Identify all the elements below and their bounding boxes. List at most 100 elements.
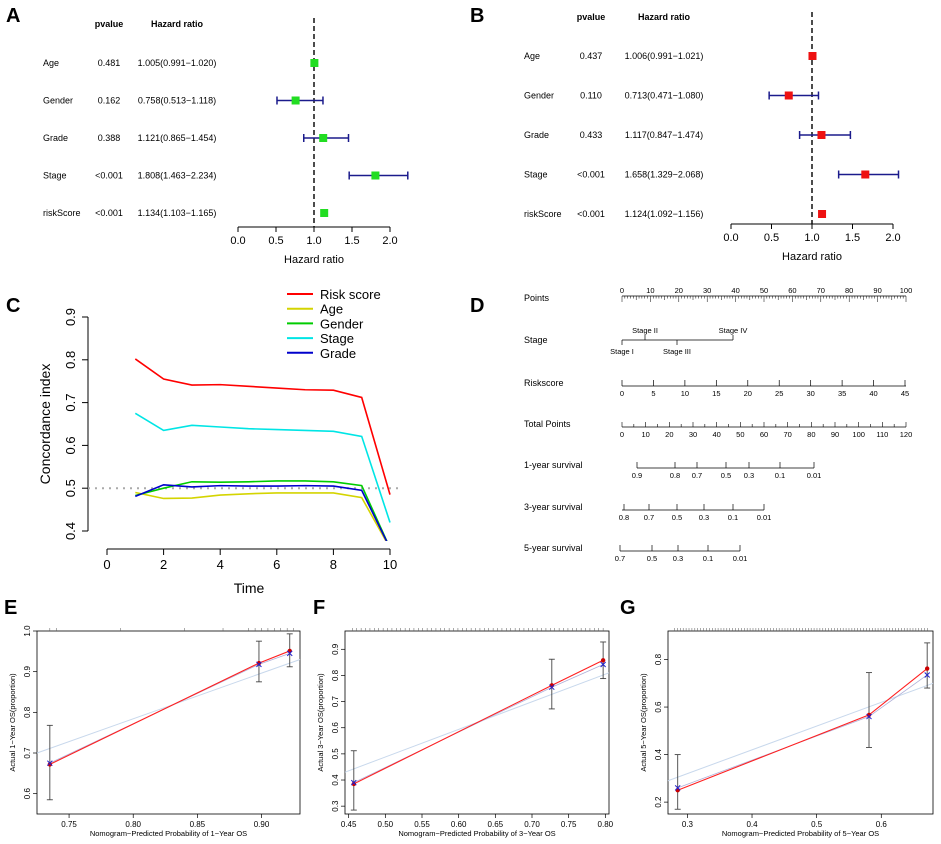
y-tick-label: 0.4 — [331, 774, 340, 786]
concordance-line-chart: 0.4 0.5 0.6 0.7 0.8 0.9 Concordance index 0 2 4 6 8… — [37, 287, 400, 596]
hr-ci-label: 1.005(0.991−1.020) — [138, 58, 217, 68]
scale-tick-label: 0.01 — [807, 471, 822, 480]
variable-label: riskScore — [524, 209, 562, 219]
scale-tick-label: 0.1 — [728, 513, 738, 522]
hr-ci-label: 1.124(1.092−1.156) — [625, 209, 704, 219]
y-tick-label: 0.7 — [331, 695, 340, 707]
x-tick-label: 0.0 — [723, 232, 738, 244]
x-tick-label: 1.0 — [306, 235, 321, 247]
x-axis-title: Time — [234, 580, 265, 596]
hr-ci-label: 1.658(1.329−2.068) — [625, 170, 704, 180]
scale-tick-label: 45 — [901, 389, 909, 398]
pvalue-label: 0.433 — [580, 130, 603, 140]
x-tick-label: 0.80 — [598, 820, 614, 829]
hazard-ratio-marker — [817, 131, 826, 139]
observed-point — [600, 658, 606, 663]
scale-tick-label: 70 — [783, 430, 791, 439]
x-axis-title: Hazard ratio — [284, 254, 344, 266]
variable-label: Grade — [524, 130, 549, 140]
row-label: Riskscore — [524, 378, 564, 388]
pvalue-label: 0.162 — [98, 96, 121, 106]
hazard-ratio-marker — [818, 210, 827, 218]
hr-header: Hazard ratio — [638, 12, 691, 22]
row-label: 5-year survival — [524, 543, 583, 553]
y-tick-label: 0.8 — [63, 351, 78, 369]
scale-tick-label: 50 — [760, 286, 768, 295]
observed-point — [351, 781, 356, 787]
scale-tick-label: 0.1 — [775, 471, 785, 480]
legend-label: Stage — [320, 331, 354, 346]
hr-ci-label: 1.134(1.103−1.165) — [138, 208, 217, 218]
scale-tick-label: 35 — [838, 389, 846, 398]
scale-tick-label: 0.7 — [692, 471, 702, 480]
hr-ci-label: 1.117(0.847−1.474) — [625, 130, 703, 140]
y-tick-label: 0.6 — [331, 722, 340, 734]
scale-tick-label: 110 — [876, 430, 888, 439]
scale-tick-label: 60 — [760, 430, 768, 439]
scale-tick-label: 10 — [641, 430, 649, 439]
stage-label: Stage I — [610, 347, 634, 356]
variable-label: Age — [43, 58, 59, 68]
x-tick-label: 0.5 — [268, 235, 283, 247]
variable-label: Stage — [524, 170, 548, 180]
hazard-ratio-marker — [320, 209, 329, 217]
x-tick-label: 0.60 — [451, 820, 467, 829]
hazard-ratio-marker — [319, 134, 328, 142]
pvalue-label: <0.001 — [95, 171, 123, 181]
bias-corrected-marker — [924, 672, 931, 678]
hr-ci-label: 1.121(0.865−1.454) — [138, 133, 217, 143]
observed-line — [677, 668, 928, 791]
scale-tick-label: 20 — [665, 430, 673, 439]
y-axis-title: Concordance index — [37, 364, 53, 485]
scale-tick-label: 100 — [900, 286, 913, 295]
observed-line — [353, 659, 604, 785]
x-tick-label: 0.3 — [682, 820, 694, 829]
pvalue-header: pvalue — [95, 19, 124, 29]
scale-tick-label: 0.9 — [632, 471, 642, 480]
pvalue-label: 0.110 — [580, 91, 602, 101]
x-tick-label: 10 — [383, 557, 397, 572]
series-line-gender — [135, 480, 388, 541]
scale-tick-label: 0 — [620, 286, 624, 295]
variable-label: Stage — [43, 171, 67, 181]
hr-ci-label: 1.006(0.991−1.021) — [625, 51, 704, 61]
x-tick-label: 6 — [273, 557, 280, 572]
variable-label: Gender — [524, 91, 554, 101]
variable-label: Age — [524, 51, 540, 61]
scale-tick-label: 10 — [646, 286, 654, 295]
legend-label: Gender — [320, 316, 364, 331]
plot-frame — [667, 630, 934, 815]
bias-corrected-marker — [548, 684, 555, 691]
variable-label: Grade — [43, 133, 68, 143]
hazard-ratio-marker — [310, 59, 319, 67]
stage-label: Stage II — [632, 326, 658, 335]
x-tick-label: 0.0 — [230, 235, 245, 247]
hazard-ratio-marker — [808, 52, 817, 60]
hr-ci-label: 0.758(0.513−1.118) — [138, 96, 216, 106]
hr-header: Hazard ratio — [151, 19, 204, 29]
bias-corrected-marker — [256, 661, 262, 668]
y-tick-label: 0.9 — [331, 643, 340, 655]
hr-ci-label: 1.808(1.463−2.234) — [138, 171, 217, 181]
x-tick-label: 1.5 — [344, 235, 359, 247]
bias-corrected-marker — [350, 779, 357, 786]
x-tick-label: 0.5 — [764, 232, 779, 244]
pvalue-label: 0.437 — [580, 51, 603, 61]
scale-tick-label: 80 — [807, 430, 815, 439]
plot-frame — [36, 630, 301, 815]
bias-corrected-marker — [866, 713, 872, 720]
scale-tick-label: 0.5 — [672, 513, 682, 522]
hazard-ratio-marker — [371, 171, 380, 180]
scale-tick-label: 30 — [703, 286, 711, 295]
y-tick-label: 0.7 — [63, 394, 78, 412]
x-axis-title: Nomogram−Predicted Probability of 3−Year… — [398, 829, 555, 838]
observed-point — [47, 762, 53, 767]
hazard-ratio-marker — [291, 96, 300, 105]
plot-frame — [344, 630, 610, 815]
x-tick-label: 0.75 — [561, 820, 577, 829]
y-tick-label: 0.7 — [23, 747, 32, 759]
forest-plot-b: pvalue Hazard ratio Age 0.437 1.006(0.991−1.… — [524, 12, 901, 263]
forest-plot-a: pvalue Hazard ratio Age 0.481 1.005(0.991−1.… — [43, 18, 409, 266]
scale-tick-label: 15 — [712, 389, 720, 398]
